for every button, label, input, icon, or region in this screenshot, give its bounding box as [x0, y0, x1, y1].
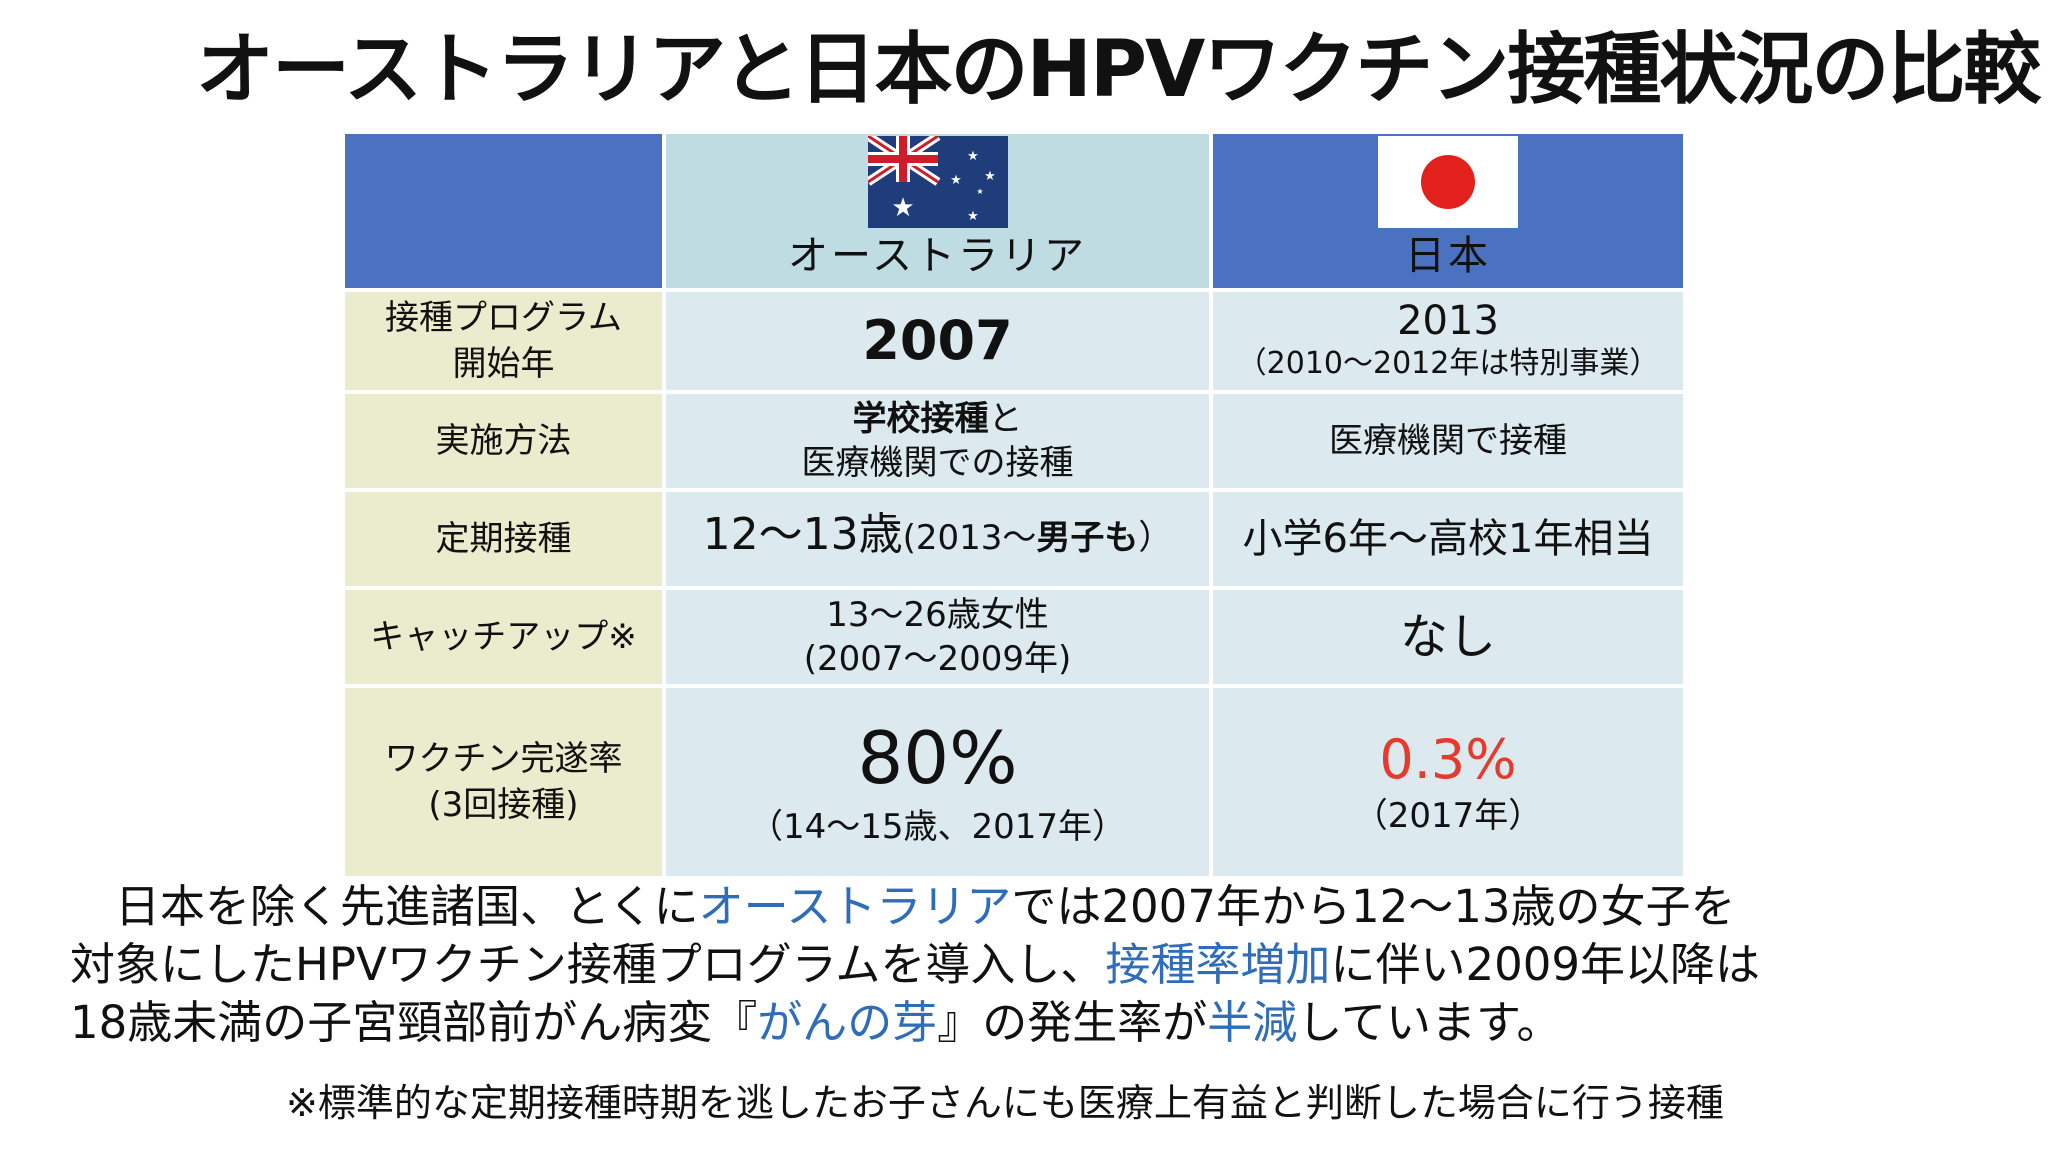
- table-header-row: ★ ★ ★ ★ ★ ★ オーストラリア 日本: [341, 130, 1687, 292]
- row-label-start-year: 接種プログラム 開始年: [341, 288, 666, 394]
- cell-au-completion: 80% （14～15歳、2017年）: [662, 684, 1213, 880]
- japan-flag-icon: [1378, 136, 1518, 228]
- au-start-year-value: 2007: [862, 309, 1013, 372]
- svg-text:★: ★: [967, 149, 979, 164]
- australia-flag-icon: ★ ★ ★ ★ ★ ★: [867, 136, 1008, 228]
- cell-jp-routine: 小学6年～高校1年相当: [1209, 488, 1687, 590]
- cell-au-start-year: 2007: [662, 288, 1213, 394]
- au-routine-paren-close: ）: [1138, 517, 1173, 558]
- label-line: ワクチン完遂率: [384, 739, 623, 779]
- australia-label: オーストラリア: [788, 233, 1087, 279]
- jp-routine-value: 小学6年～高校1年相当: [1242, 516, 1654, 562]
- au-method-conj: と: [988, 399, 1023, 439]
- au-completion-note: （14～15歳、2017年）: [748, 807, 1127, 847]
- svg-text:★: ★: [984, 169, 996, 184]
- jp-start-year-note: （2010～2012年は特別事業）: [1236, 346, 1660, 381]
- label-line: 接種プログラム: [385, 298, 622, 338]
- au-method-bold: 学校接種: [852, 399, 989, 439]
- comparison-table: ★ ★ ★ ★ ★ ★ オーストラリア 日本 接種プログラム: [341, 130, 1687, 880]
- para-text: 18歳未満の子宮頸部前がん病変『: [70, 996, 758, 1049]
- para-text: 』の発生率が: [937, 996, 1208, 1049]
- svg-text:★: ★: [967, 209, 979, 224]
- header-australia: ★ ★ ★ ★ ★ ★ オーストラリア: [662, 130, 1213, 292]
- au-catchup-line1: 13～26歳女性: [826, 595, 1049, 635]
- para-highlight: 接種率増加: [1105, 938, 1331, 991]
- row-label-method: 実施方法: [341, 390, 666, 492]
- header-corner-cell: [341, 130, 666, 292]
- label-line: 定期接種: [435, 519, 572, 559]
- para-highlight: がんの芽: [757, 996, 938, 1049]
- para-highlight: 半減: [1207, 996, 1298, 1049]
- au-routine-age: 12～13歳: [702, 508, 903, 560]
- svg-text:★: ★: [891, 193, 914, 223]
- au-completion-rate: 80%: [857, 716, 1018, 800]
- table-row: 定期接種 12～13歳(2013～男子も） 小学6年～高校1年相当: [341, 488, 1687, 590]
- au-catchup-line2: (2007～2009年): [803, 639, 1072, 679]
- row-label-routine: 定期接種: [341, 488, 666, 590]
- body-paragraph: 日本を除く先進諸国、とくにオーストラリアでは2007年から12～13歳の女子を …: [70, 878, 2010, 1052]
- header-japan: 日本: [1209, 130, 1687, 292]
- label-line: キャッチアップ※: [370, 617, 637, 657]
- jp-method-value: 医療機関で接種: [1329, 421, 1567, 461]
- au-method-line2: 医療機関での接種: [801, 443, 1074, 483]
- au-routine-paren-open: (2013～: [902, 517, 1037, 558]
- cell-jp-completion: 0.3% （2017年）: [1209, 684, 1687, 880]
- label-line: 実施方法: [435, 421, 572, 461]
- paragraph-line: 18歳未満の子宮頸部前がん病変『がんの芽』の発生率が半減しています。: [70, 994, 2010, 1052]
- para-text: では2007年から12～13歳の女子を: [1011, 880, 1736, 933]
- cell-au-catchup: 13～26歳女性 (2007～2009年): [662, 586, 1213, 688]
- para-highlight: オーストラリア: [698, 880, 1012, 933]
- para-text: しています。: [1297, 996, 1562, 1049]
- row-label-catchup: キャッチアップ※: [341, 586, 666, 688]
- label-line: (3回接種): [428, 785, 579, 825]
- svg-text:★: ★: [950, 173, 962, 188]
- table-row: ワクチン完遂率 (3回接種) 80% （14～15歳、2017年） 0.3% （…: [341, 684, 1687, 880]
- svg-text:★: ★: [976, 187, 983, 196]
- paragraph-line: 日本を除く先進諸国、とくにオーストラリアでは2007年から12～13歳の女子を: [70, 878, 2010, 936]
- jp-start-year-value: 2013: [1397, 298, 1499, 344]
- table-row: 接種プログラム 開始年 2007 2013 （2010～2012年は特別事業）: [341, 288, 1687, 394]
- cell-jp-start-year: 2013 （2010～2012年は特別事業）: [1209, 288, 1687, 394]
- jp-completion-note: （2017年）: [1353, 796, 1543, 836]
- cell-jp-method: 医療機関で接種: [1209, 390, 1687, 492]
- au-routine-boys: 男子も: [1036, 517, 1139, 558]
- label-line: 開始年: [452, 344, 555, 384]
- table-row: 実施方法 学校接種と 医療機関での接種 医療機関で接種: [341, 390, 1687, 492]
- footnote: ※標準的な定期接種時期を逃したお子さんにも医療上有益と判断した場合に行う接種: [286, 1081, 1724, 1125]
- jp-catchup-value: なし: [1399, 609, 1496, 665]
- para-text: 日本を除く先進諸国、とくに: [70, 880, 699, 933]
- paragraph-line: 対象にしたHPVワクチン接種プログラムを導入し、接種率増加に伴い2009年以降は: [70, 936, 2010, 994]
- cell-au-routine: 12～13歳(2013～男子も）: [662, 488, 1213, 590]
- cell-au-method: 学校接種と 医療機関での接種: [662, 390, 1213, 492]
- page-title: オーストラリアと日本のHPVワクチン接種状況の比較: [196, 25, 2041, 115]
- japan-label: 日本: [1405, 233, 1491, 279]
- row-label-completion: ワクチン完遂率 (3回接種): [341, 684, 666, 880]
- table-row: キャッチアップ※ 13～26歳女性 (2007～2009年) なし: [341, 586, 1687, 688]
- para-text: 対象にしたHPVワクチン接種プログラムを導入し、: [70, 938, 1106, 991]
- cell-jp-catchup: なし: [1209, 586, 1687, 688]
- jp-completion-rate: 0.3%: [1379, 728, 1517, 791]
- para-text: に伴い2009年以降は: [1330, 938, 1760, 991]
